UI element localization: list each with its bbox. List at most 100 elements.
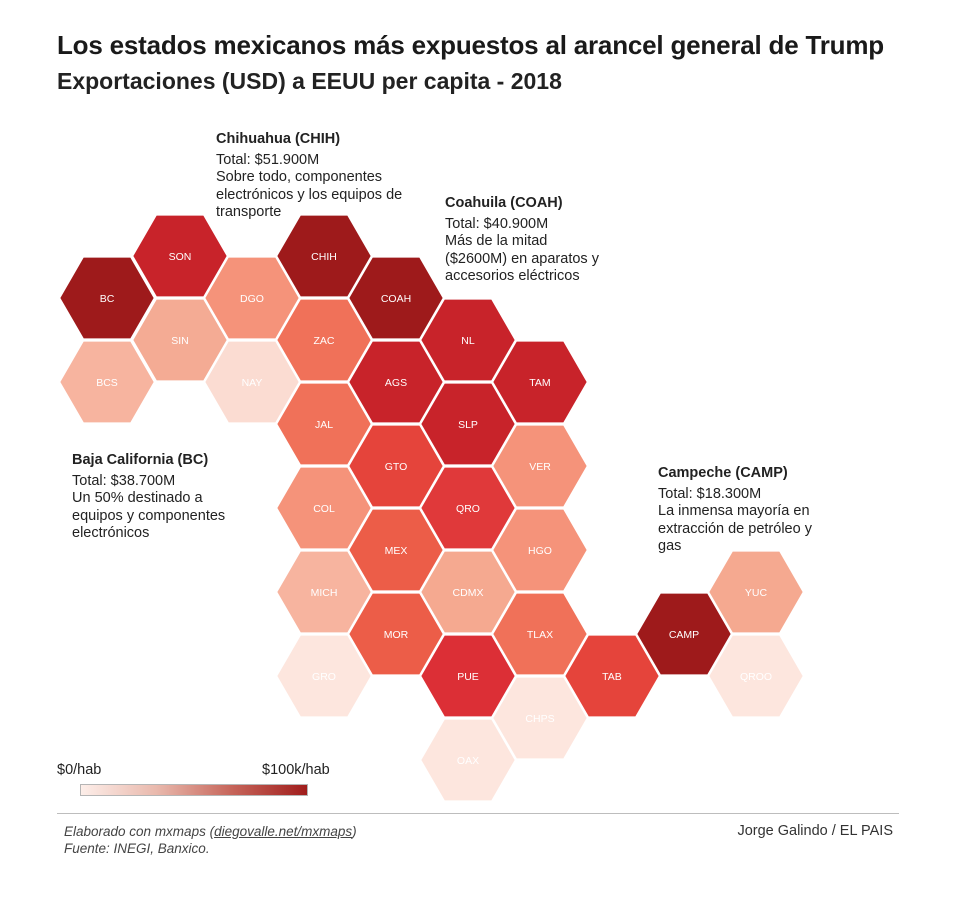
hex-coah (347, 256, 445, 340)
hex-dgo (203, 256, 301, 340)
annotation-baja-california: Baja California (BC) Total: $38.700M Un … (72, 452, 225, 543)
annotation-chihuahua: Chihuahua (CHIH) Total: $51.900M Sobre t… (216, 131, 402, 222)
annotation-text: electrónicos (72, 525, 150, 541)
hex-mex (347, 508, 445, 592)
hex-tab (563, 634, 661, 718)
hex-pue (419, 634, 517, 718)
hex-cdmx (419, 550, 517, 634)
hex-nay (203, 340, 301, 424)
legend-min-label: $0/hab (57, 762, 102, 778)
hex-label-qro: QRO (456, 503, 480, 515)
made-with-prefix: Elaborado con mxmaps ( (64, 824, 215, 839)
hex-label-cdmx: CDMX (453, 587, 484, 599)
legend-gradient (80, 784, 308, 796)
annotation-heading: Coahuila (COAH) (445, 195, 563, 211)
hex-label-ags: AGS (385, 377, 407, 389)
chart-subtitle: Exportaciones (USD) a EEUU per capita - … (57, 68, 562, 94)
hex-ags (347, 340, 445, 424)
hex-bcs (58, 340, 156, 424)
annotation-text: La inmensa mayoría en (658, 503, 810, 519)
hex-label-dgo: DGO (240, 293, 264, 305)
annotation-text: Más de la mitad (445, 233, 548, 249)
annotation-campeche: Campeche (CAMP) Total: $18.300M La inmen… (658, 465, 812, 556)
annotation-text: Un 50% destinado a (72, 490, 203, 506)
hex-label-yuc: YUC (745, 587, 768, 599)
hex-label-col: COL (313, 503, 335, 515)
hex-oax (419, 718, 517, 802)
annotation-text: ($2600M) en aparatos y (445, 250, 599, 267)
hex-tam (491, 340, 589, 424)
hex-label-tlax: TLAX (527, 629, 553, 641)
hex-label-camp: CAMP (669, 629, 699, 641)
hex-label-bcs: BCS (96, 377, 118, 389)
hex-son (131, 214, 229, 298)
legend-max-label: $100k/hab (262, 762, 330, 778)
hex-label-sin: SIN (171, 335, 189, 347)
hex-qro (419, 466, 517, 550)
hex-grid: BC SON CHIH SIN DGO COAH BCS NAY ZAC NL AGS TAM JAL S… (58, 214, 805, 802)
annotation-text: equipos y componentes (72, 507, 226, 524)
annotation-text: electrónicos y los equipos de (216, 186, 403, 203)
hex-label-zac: ZAC (314, 335, 335, 347)
annotation-heading: Baja California (BC) (72, 452, 209, 468)
annotation-text: transporte (216, 204, 282, 220)
hex-label-oax: OAX (457, 755, 479, 767)
hex-mich (275, 550, 373, 634)
hex-label-tab: TAB (602, 671, 622, 683)
hex-label-nay: NAY (242, 377, 263, 389)
hex-label-mex: MEX (385, 545, 408, 557)
hex-label-tam: TAM (529, 377, 550, 389)
hex-label-gto: GTO (385, 461, 408, 473)
hex-yuc (707, 550, 805, 634)
hex-tlax (491, 592, 589, 676)
annotation-total: Total: $18.300M (658, 485, 762, 502)
footer-divider (57, 813, 899, 814)
hex-label-chps: CHPS (525, 713, 554, 725)
hex-nl (419, 298, 517, 382)
hex-label-pue: PUE (457, 671, 479, 683)
hex-jal (275, 382, 373, 466)
hex-zac (275, 298, 373, 382)
source-line: Fuente: INEGI, Banxico. (64, 841, 210, 856)
hex-label-hgo: HGO (528, 545, 552, 557)
annotation-text: gas (658, 538, 682, 554)
hex-label-ver: VER (529, 461, 551, 473)
hex-label-son: SON (169, 251, 192, 263)
hex-label-jal: JAL (315, 419, 333, 431)
footer-notes: Elaborado con mxmaps (diegovalle.net/mxm… (64, 823, 357, 857)
made-with-line: Elaborado con mxmaps (diegovalle.net/mxm… (64, 823, 357, 840)
hex-ver (491, 424, 589, 508)
annotation-heading: Chihuahua (CHIH) (216, 131, 341, 147)
hex-chih (275, 214, 373, 298)
annotation-total: Total: $51.900M (216, 151, 320, 168)
author-credit: Jorge Galindo / EL PAIS (737, 823, 893, 839)
hex-sin (131, 298, 229, 382)
annotation-total: Total: $38.700M (72, 472, 176, 489)
hex-hgo (491, 508, 589, 592)
hex-mor (347, 592, 445, 676)
hex-label-mich: MICH (311, 587, 338, 599)
annotation-text: accesorios eléctricos (445, 268, 580, 284)
hex-label-bc: BC (100, 293, 115, 305)
hex-bc (58, 256, 156, 340)
hex-gto (347, 424, 445, 508)
annotation-text: Sobre todo, componentes (216, 169, 383, 185)
hex-chps (491, 676, 589, 760)
hex-slp (419, 382, 517, 466)
hex-gro (275, 634, 373, 718)
hex-label-coah: COAH (381, 293, 411, 305)
hex-label-chih: CHIH (311, 251, 337, 263)
hex-col (275, 466, 373, 550)
annotation-total: Total: $40.900M (445, 215, 549, 232)
hex-label-slp: SLP (458, 419, 478, 431)
hex-label-gro: GRO (312, 671, 336, 683)
hex-label-mor: MOR (384, 629, 409, 641)
hex-label-qroo: QROO (740, 671, 772, 683)
annotation-text: extracción de petróleo y (658, 520, 812, 537)
mxmaps-link[interactable]: diegovalle.net/mxmaps (214, 824, 353, 839)
hex-qroo (707, 634, 805, 718)
annotation-heading: Campeche (CAMP) (658, 465, 788, 481)
annotation-coahuila: Coahuila (COAH) Total: $40.900M Más de l… (445, 195, 599, 286)
chart-title: Los estados mexicanos más expuestos al a… (57, 30, 884, 60)
